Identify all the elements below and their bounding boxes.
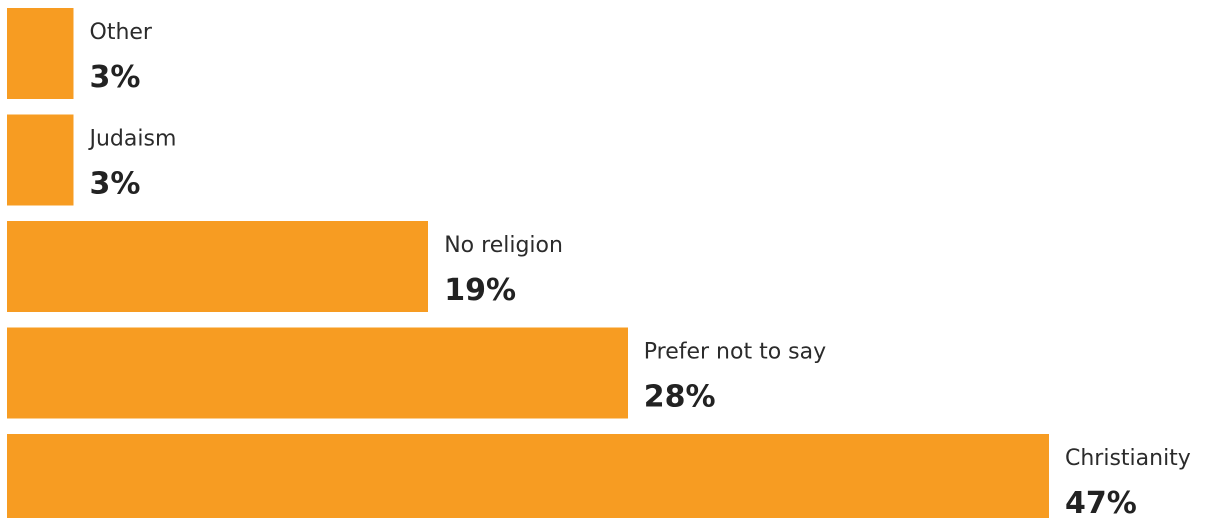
value-label-christianity: 47% [1065, 486, 1137, 518]
bar-no-religion [7, 221, 429, 312]
category-label-christianity: Christianity [1065, 446, 1191, 471]
value-label-prefer-not-to-say: 28% [644, 380, 716, 415]
category-label-no-religion: No religion [444, 233, 563, 258]
bars-group [7, 8, 1049, 518]
bar-christianity [7, 434, 1049, 518]
category-label-prefer-not-to-say: Prefer not to say [644, 340, 826, 365]
value-label-no-religion: 19% [444, 273, 516, 308]
bar-other [7, 8, 74, 99]
category-label-other: Other [90, 20, 153, 45]
value-label-other: 3% [90, 60, 141, 95]
labels-group: Other 3% Judaism 3% No religion 19% Prefer not… [88, 20, 1191, 518]
bar-judaism [7, 114, 74, 206]
value-label-judaism: 3% [90, 167, 141, 202]
bar-prefer-not-to-say [7, 327, 628, 419]
category-label-judaism: Judaism [88, 127, 177, 152]
